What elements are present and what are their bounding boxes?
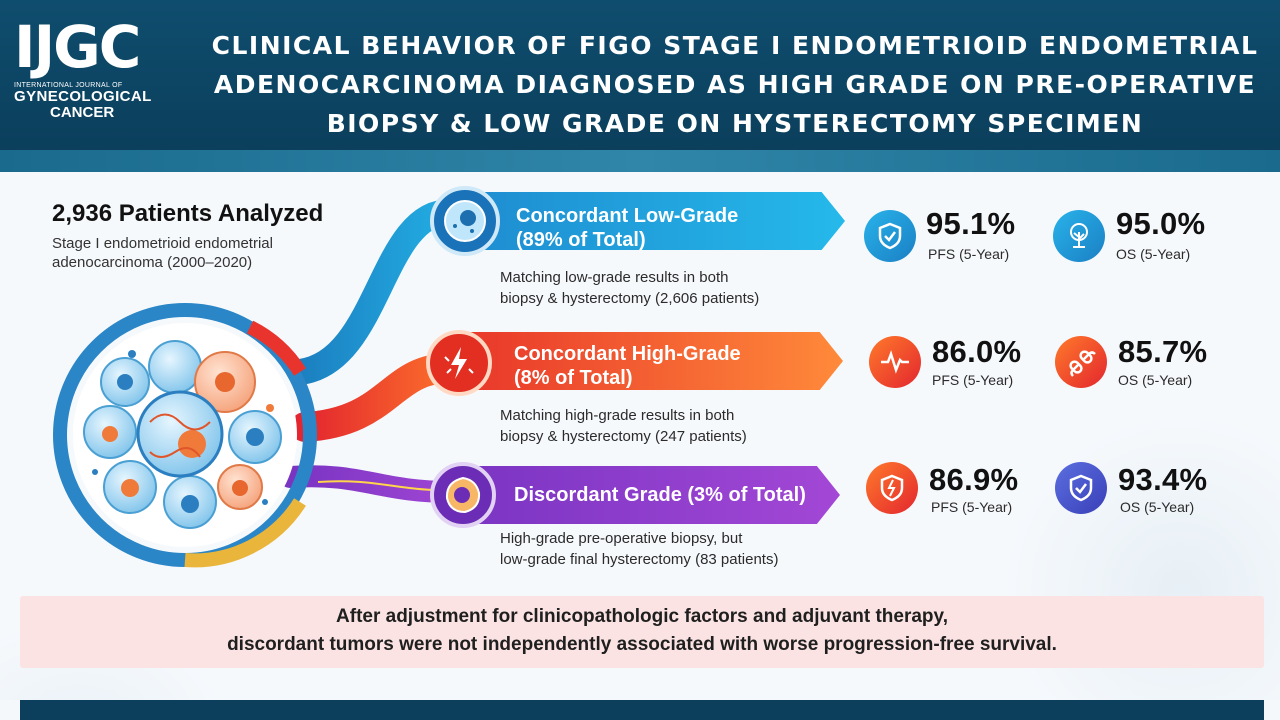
os-value-discordant: 93.4% xyxy=(1118,462,1208,497)
conclusion-line-2: discordant tumors were not independently… xyxy=(227,634,1057,655)
pfs-value-low-grade: 95.1% xyxy=(926,206,1016,241)
os-value-low-grade: 95.0% xyxy=(1116,206,1206,241)
group-label-low-grade-line-2: (89% of Total) xyxy=(516,229,646,251)
os-label-high-grade: OS (5-Year) xyxy=(1118,372,1193,388)
cell-icon xyxy=(430,462,496,528)
group-description-low-grade-line-2: biopsy & hysterectomy (2,606 patients) xyxy=(500,290,760,307)
group-description-low-grade: Matching low-grade results in both biops… xyxy=(500,267,759,309)
cell-cluster-illustration xyxy=(83,340,282,529)
pfs-label-discordant: PFS (5-Year) xyxy=(931,499,1013,515)
logo-wordmark: IJGC xyxy=(14,13,141,81)
title-line-3: BIOPSY & LOW GRADE ON HYSTERECTOMY SPECI… xyxy=(326,109,1144,138)
broken-link-icon xyxy=(1055,336,1107,388)
header-strip xyxy=(0,150,1280,172)
group-description-low-grade-line-1: Matching low-grade results in both xyxy=(500,269,729,286)
group-label-low-grade: Concordant Low-Grade (89% of Total) xyxy=(516,204,738,252)
badge-concordant-high-grade xyxy=(455,332,843,390)
cohort-title: 2,936 Patients Analyzed xyxy=(52,200,324,227)
shield-check-icon xyxy=(864,210,916,262)
lightning-icon xyxy=(426,330,492,396)
pfs-value-discordant: 86.9% xyxy=(929,462,1019,497)
group-description-high-grade-line-2: biopsy & hysterectomy (247 patients) xyxy=(500,428,747,445)
logo-line-3: CANCER xyxy=(50,104,115,121)
os-label-low-grade: OS (5-Year) xyxy=(1116,246,1191,262)
os-label-discordant: OS (5-Year) xyxy=(1120,499,1195,515)
badge-discordant-grade xyxy=(455,466,840,524)
group-label-high-grade: Concordant High-Grade (8% of Total) xyxy=(514,342,741,390)
conclusion-line-1: After adjustment for clinicopathologic f… xyxy=(336,606,948,627)
group-description-high-grade: Matching high-grade results in both biop… xyxy=(500,405,747,447)
group-label-high-grade-line-1: Concordant High-Grade xyxy=(514,343,741,365)
pfs-label-high-grade: PFS (5-Year) xyxy=(932,372,1014,388)
shield-check-icon xyxy=(1055,462,1107,514)
footer-bar xyxy=(20,700,1264,720)
cell-icon xyxy=(430,186,500,256)
page-title: CLINICAL BEHAVIOR OF FIGO STAGE I ENDOME… xyxy=(200,26,1270,143)
group-label-low-grade-line-1: Concordant Low-Grade xyxy=(516,205,739,227)
heartbeat-icon xyxy=(869,336,921,388)
conclusion-box: After adjustment for clinicopathologic f… xyxy=(20,596,1264,668)
group-description-discordant-line-1: High-grade pre-operative biopsy, but xyxy=(500,530,743,547)
logo-line-1: INTERNATIONAL JOURNAL OF xyxy=(14,82,123,89)
logo-line-2: GYNECOLOGICAL xyxy=(14,88,152,105)
group-description-high-grade-line-1: Matching high-grade results in both xyxy=(500,407,735,424)
group-description-discordant: High-grade pre-operative biopsy, but low… xyxy=(500,528,778,570)
header-banner xyxy=(0,0,1280,150)
title-line-2: ADENOCARCINOMA DIAGNOSED AS HIGH GRADE O… xyxy=(213,70,1257,99)
group-label-discordant: Discordant Grade (3% of Total) xyxy=(514,483,806,507)
group-label-high-grade-line-2: (8% of Total) xyxy=(514,367,633,389)
tree-icon xyxy=(1053,210,1105,262)
journal-logo: IJGC INTERNATIONAL JOURNAL OF GYNECOLOGI… xyxy=(14,18,174,138)
group-description-discordant-line-2: low-grade final hysterectomy (83 patient… xyxy=(500,551,779,568)
title-line-1: CLINICAL BEHAVIOR OF FIGO STAGE I ENDOME… xyxy=(211,31,1259,60)
pfs-label-low-grade: PFS (5-Year) xyxy=(928,246,1010,262)
group-label-discordant-line-1: Discordant Grade (3% of Total) xyxy=(514,484,806,506)
broken-shield-icon xyxy=(866,462,918,514)
cohort-subtitle: Stage I endometrioid endometrial adenoca… xyxy=(52,235,273,271)
pfs-value-high-grade: 86.0% xyxy=(932,334,1022,369)
os-value-high-grade: 85.7% xyxy=(1118,334,1208,369)
badge-concordant-low-grade xyxy=(455,192,845,250)
